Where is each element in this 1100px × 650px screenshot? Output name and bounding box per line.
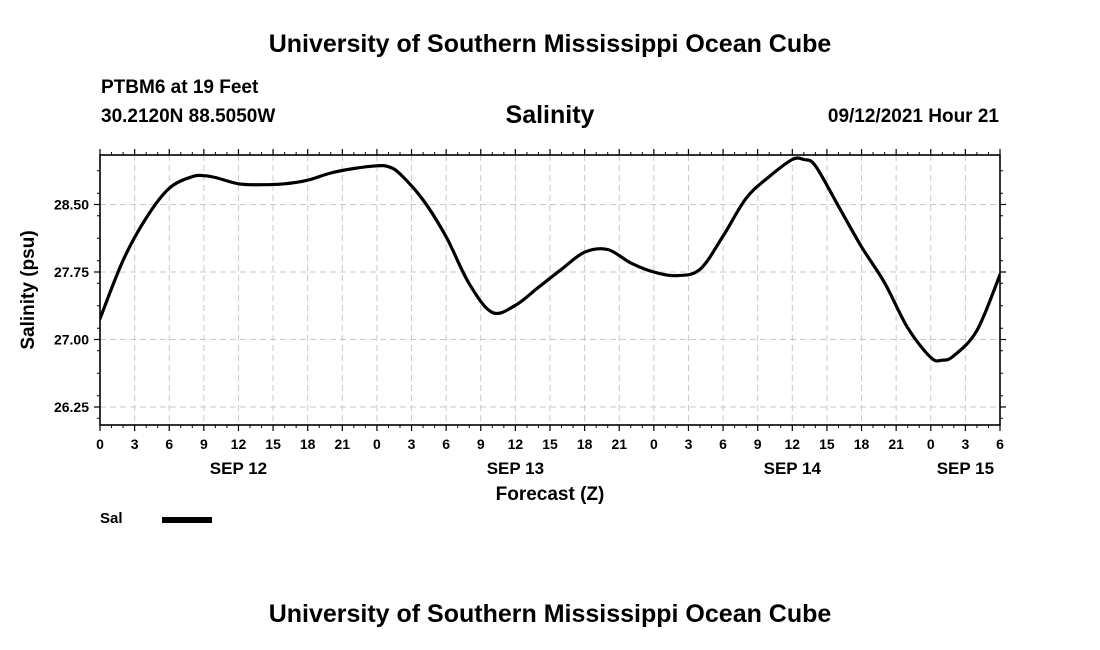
station-label: PTBM6 at 19 Feet: [101, 77, 259, 98]
x-tick-label: 15: [819, 436, 835, 452]
day-label: SEP 14: [764, 459, 822, 478]
y-tick-label: 27.75: [54, 264, 89, 280]
x-tick-label: 0: [96, 436, 104, 452]
x-tick-label: 0: [373, 436, 381, 452]
legend-label: Sal: [100, 510, 123, 527]
x-tick-labels: 0 3 6 9 12 15 18 21 0 3 6 9 12 15 18 21 0 3 6 9 12 15 18 21 0 3 6: [96, 436, 1004, 452]
x-tick-label: 21: [611, 436, 627, 452]
bottom-title: University of Southern Mississippi Ocean…: [268, 600, 832, 628]
day-label: SEP 12: [210, 459, 267, 478]
x-tick-label: 3: [408, 436, 416, 452]
x-tick-label: 6: [442, 436, 450, 452]
x-tick-label: 3: [685, 436, 693, 452]
x-tick-label: 6: [165, 436, 173, 452]
day-label: SEP 13: [487, 459, 544, 478]
x-tick-label: 9: [200, 436, 208, 452]
x-tick-label: 15: [265, 436, 281, 452]
y-tick-label: 28.50: [54, 197, 89, 213]
y-axis-title: Salinity (psu): [18, 230, 39, 349]
x-tick-label: 21: [335, 436, 351, 452]
x-tick-label: 0: [927, 436, 935, 452]
grid-lines: [100, 155, 1000, 425]
x-tick-label: 12: [785, 436, 801, 452]
x-tick-label: 18: [854, 436, 870, 452]
legend-swatch: [162, 517, 212, 523]
x-tick-label: 12: [231, 436, 247, 452]
y-tick-label: 26.25: [54, 399, 89, 415]
y-tick-labels: 26.25 27.00 27.75 28.50: [54, 197, 89, 416]
y-tick-label: 27.00: [54, 332, 89, 348]
x-tick-label: 21: [888, 436, 904, 452]
x-tick-label: 3: [131, 436, 139, 452]
series-line-sal: [100, 156, 1000, 363]
x-tick-label: 3: [961, 436, 969, 452]
forecast-datetime: 09/12/2021 Hour 21: [827, 106, 999, 127]
x-tick-label: 0: [650, 436, 658, 452]
chart-subtitle: Salinity: [505, 101, 595, 129]
plot-frame: [99, 154, 1001, 426]
x-tick-label: 6: [996, 436, 1004, 452]
x-tick-label: 18: [577, 436, 593, 452]
x-tick-label: 9: [754, 436, 762, 452]
x-tick-label: 18: [300, 436, 316, 452]
x-axis-title: Forecast (Z): [496, 484, 605, 505]
day-label: SEP 15: [937, 459, 994, 478]
x-tick-label: 12: [508, 436, 524, 452]
x-tick-label: 15: [542, 436, 558, 452]
top-title: University of Southern Mississippi Ocean…: [268, 30, 832, 58]
x-tick-label: 9: [477, 436, 485, 452]
day-labels: SEP 12 SEP 13 SEP 14 SEP 15: [210, 459, 994, 478]
coordinates-label: 30.2120N 88.5050W: [101, 106, 276, 127]
x-tick-label: 6: [719, 436, 727, 452]
